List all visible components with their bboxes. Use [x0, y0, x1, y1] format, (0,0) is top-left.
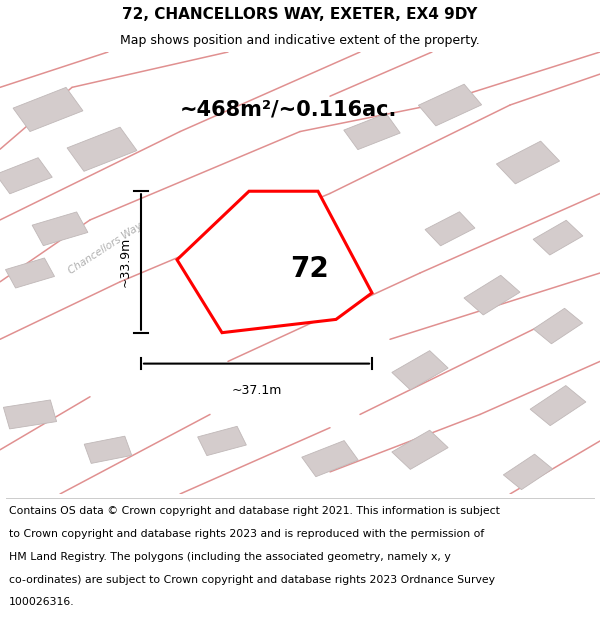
- Polygon shape: [392, 351, 448, 390]
- Polygon shape: [5, 258, 55, 288]
- Polygon shape: [32, 212, 88, 246]
- Text: co-ordinates) are subject to Crown copyright and database rights 2023 Ordnance S: co-ordinates) are subject to Crown copyr…: [9, 574, 495, 584]
- Polygon shape: [84, 436, 132, 463]
- Text: 72, CHANCELLORS WAY, EXETER, EX4 9DY: 72, CHANCELLORS WAY, EXETER, EX4 9DY: [122, 7, 478, 22]
- Polygon shape: [418, 84, 482, 126]
- Polygon shape: [4, 400, 56, 429]
- Text: Contains OS data © Crown copyright and database right 2021. This information is : Contains OS data © Crown copyright and d…: [9, 506, 500, 516]
- Text: ~468m²/~0.116ac.: ~468m²/~0.116ac.: [179, 99, 397, 119]
- Polygon shape: [177, 191, 372, 332]
- Polygon shape: [0, 158, 52, 194]
- Polygon shape: [392, 430, 448, 469]
- Text: Map shows position and indicative extent of the property.: Map shows position and indicative extent…: [120, 34, 480, 47]
- Text: 100026316.: 100026316.: [9, 598, 74, 608]
- Polygon shape: [13, 88, 83, 131]
- Text: to Crown copyright and database rights 2023 and is reproduced with the permissio: to Crown copyright and database rights 2…: [9, 529, 484, 539]
- Polygon shape: [178, 244, 242, 284]
- Text: ~37.1m: ~37.1m: [232, 384, 281, 396]
- Text: Chancellors Way: Chancellors Way: [66, 221, 144, 276]
- Text: HM Land Registry. The polygons (including the associated geometry, namely x, y: HM Land Registry. The polygons (includin…: [9, 552, 451, 562]
- Polygon shape: [496, 141, 560, 184]
- Polygon shape: [67, 127, 137, 171]
- Polygon shape: [533, 308, 583, 344]
- Polygon shape: [464, 275, 520, 315]
- Polygon shape: [533, 220, 583, 255]
- Polygon shape: [302, 441, 358, 477]
- Text: 72: 72: [290, 255, 328, 283]
- Polygon shape: [425, 212, 475, 246]
- Polygon shape: [530, 386, 586, 426]
- Polygon shape: [197, 426, 247, 456]
- Text: ~33.9m: ~33.9m: [119, 237, 132, 287]
- Polygon shape: [503, 454, 553, 489]
- Polygon shape: [344, 114, 400, 149]
